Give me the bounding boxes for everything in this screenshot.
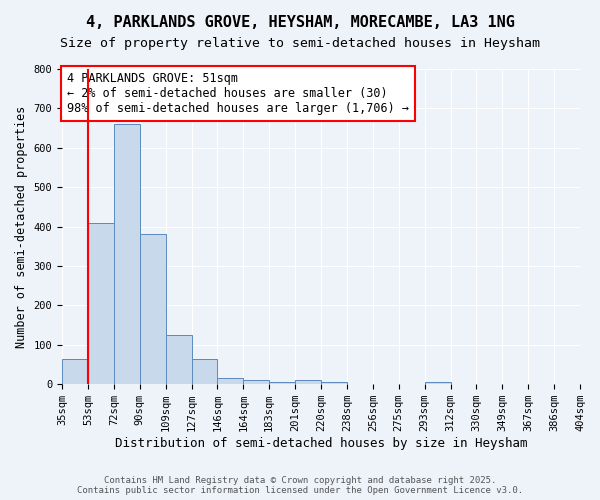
Bar xyxy=(321,382,347,384)
Bar xyxy=(217,378,244,384)
Bar xyxy=(166,335,191,384)
Bar xyxy=(425,382,451,384)
Bar xyxy=(244,380,269,384)
Bar xyxy=(140,234,166,384)
Bar xyxy=(269,382,295,384)
Text: Size of property relative to semi-detached houses in Heysham: Size of property relative to semi-detach… xyxy=(60,38,540,51)
Text: 4 PARKLANDS GROVE: 51sqm
← 2% of semi-detached houses are smaller (30)
98% of se: 4 PARKLANDS GROVE: 51sqm ← 2% of semi-de… xyxy=(67,72,409,115)
Bar xyxy=(62,358,88,384)
Text: 4, PARKLANDS GROVE, HEYSHAM, MORECAMBE, LA3 1NG: 4, PARKLANDS GROVE, HEYSHAM, MORECAMBE, … xyxy=(86,15,514,30)
Text: Contains HM Land Registry data © Crown copyright and database right 2025.
Contai: Contains HM Land Registry data © Crown c… xyxy=(77,476,523,495)
Bar xyxy=(191,358,217,384)
Bar xyxy=(295,380,321,384)
X-axis label: Distribution of semi-detached houses by size in Heysham: Distribution of semi-detached houses by … xyxy=(115,437,527,450)
Bar xyxy=(114,124,140,384)
Bar xyxy=(88,222,114,384)
Y-axis label: Number of semi-detached properties: Number of semi-detached properties xyxy=(15,106,28,348)
